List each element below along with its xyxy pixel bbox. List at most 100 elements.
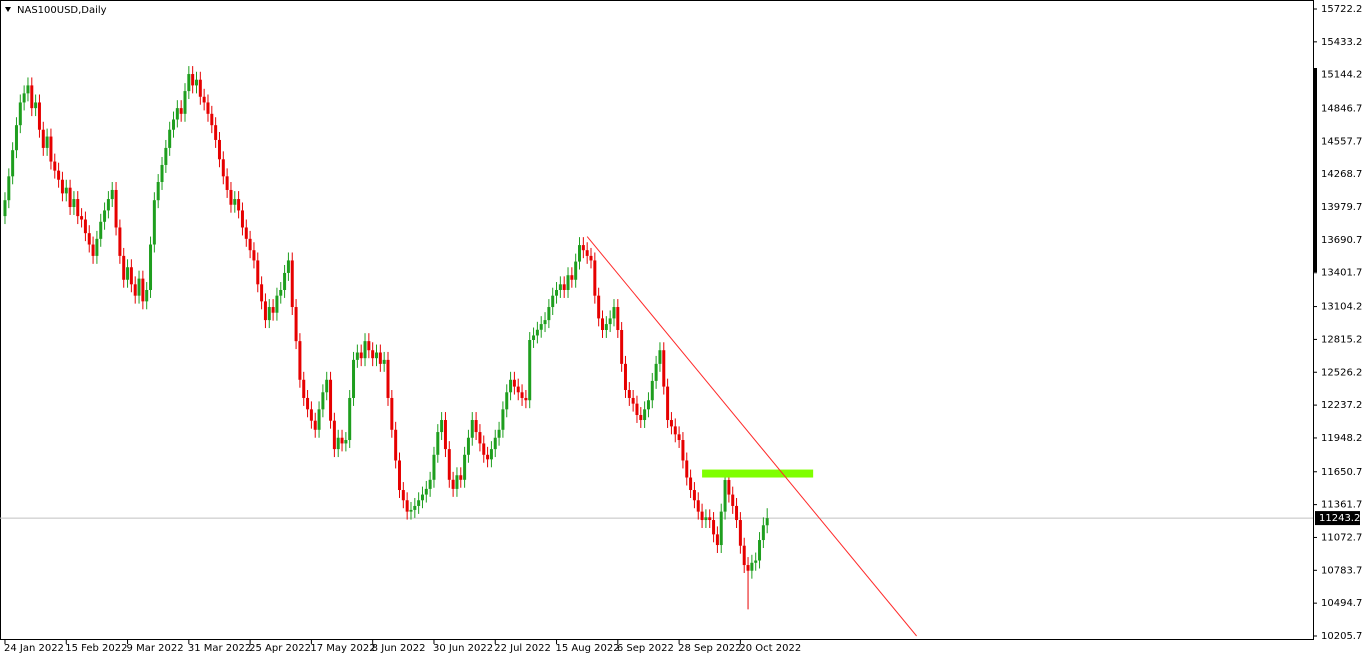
candle-body [547, 307, 551, 321]
candle-body [99, 221, 103, 239]
candle-body [172, 119, 176, 130]
candle-body [248, 238, 252, 251]
candle-body [742, 545, 746, 566]
candle-body [390, 397, 394, 430]
candle-body [677, 434, 681, 441]
candle-body [512, 379, 516, 387]
candle-body [83, 219, 87, 234]
candle-body [478, 432, 482, 444]
candle-body [650, 380, 654, 401]
candle-body [344, 440, 348, 444]
candle-body [210, 113, 214, 126]
candle-body [685, 460, 689, 478]
candle-body [126, 267, 130, 280]
candle-body [237, 199, 241, 211]
candle-body [570, 275, 574, 280]
candle-body [11, 150, 15, 177]
candle-body [386, 359, 390, 398]
candle-body [252, 250, 256, 261]
candle-body [532, 335, 536, 340]
candle-body [198, 79, 202, 97]
candle-body [754, 560, 758, 563]
candle-body [260, 284, 264, 302]
candle-body [267, 307, 271, 321]
candle-body [708, 517, 712, 521]
candle-body [758, 540, 762, 561]
candle-body [355, 352, 359, 360]
candle-body [520, 392, 524, 398]
candle-body [244, 227, 248, 239]
candle-body [26, 85, 30, 94]
x-tick-label: 28 Sep 2022 [678, 643, 741, 654]
candle-body [428, 479, 432, 489]
candle-body [91, 244, 95, 256]
y-tick-label: 14846.7 [1321, 104, 1362, 115]
candle-body [486, 454, 490, 460]
candle-body [459, 475, 463, 480]
candle-body [87, 233, 91, 245]
candle-body [555, 289, 559, 296]
candle-body [152, 200, 156, 245]
candle-body [76, 199, 80, 217]
candle-body [666, 386, 670, 421]
candle-body [22, 93, 26, 103]
candle-body [348, 397, 352, 441]
chart-title: NAS100USD,Daily [17, 5, 107, 16]
candle-body [627, 390, 631, 398]
candle-body [309, 409, 313, 421]
y-tick-label: 15144.2 [1321, 70, 1362, 81]
candle-body [53, 161, 57, 171]
candle-body [49, 136, 53, 162]
candle-body [302, 379, 306, 398]
candle-body [191, 74, 195, 86]
candle-body [18, 102, 22, 126]
x-tick-label: 24 Jan 2022 [4, 643, 64, 654]
candle-body [447, 449, 451, 480]
candle-body [156, 182, 160, 201]
candle-body [106, 199, 110, 211]
x-tick-label: 9 Mar 2022 [127, 643, 184, 654]
candle-body [451, 479, 455, 489]
y-tick-label: 14557.7 [1321, 136, 1362, 147]
candle-body [187, 74, 191, 92]
candle-body [735, 505, 739, 521]
candle-body [409, 509, 413, 512]
candle-body [692, 490, 696, 501]
candle-body [719, 511, 723, 546]
candle-body [715, 534, 719, 546]
candle-body [103, 210, 107, 222]
candle-body [41, 129, 45, 148]
plot-frame [0, 0, 1314, 640]
candle-body [470, 420, 474, 438]
candle-body [133, 284, 137, 296]
candle-body [524, 397, 528, 401]
candle-body [325, 379, 329, 393]
y-tick-label: 15433.2 [1321, 37, 1362, 48]
x-tick-label: 15 Aug 2022 [556, 643, 620, 654]
candle-body [600, 318, 604, 330]
candle-body [332, 420, 336, 450]
candle-body [129, 267, 133, 285]
candle-body [286, 260, 290, 273]
candle-body [535, 329, 539, 336]
candle-body [509, 379, 513, 393]
candle-body [114, 189, 118, 228]
candle-body [401, 490, 405, 501]
candle-body [723, 480, 727, 512]
zone [702, 469, 814, 478]
candle-body [463, 454, 467, 480]
candle-body [64, 187, 68, 194]
y-tick-label: 14268.7 [1321, 169, 1362, 180]
candle-body [623, 363, 627, 391]
candle-body [620, 329, 624, 364]
candle-body [60, 179, 64, 194]
x-tick-label: 6 Sep 2022 [617, 643, 674, 654]
candle-body [566, 275, 570, 290]
candle-body [202, 96, 206, 103]
candle-body [214, 125, 218, 140]
candle-body [359, 352, 363, 359]
candle-body [317, 409, 321, 430]
candle-body [631, 397, 635, 404]
candle-body [482, 443, 486, 455]
